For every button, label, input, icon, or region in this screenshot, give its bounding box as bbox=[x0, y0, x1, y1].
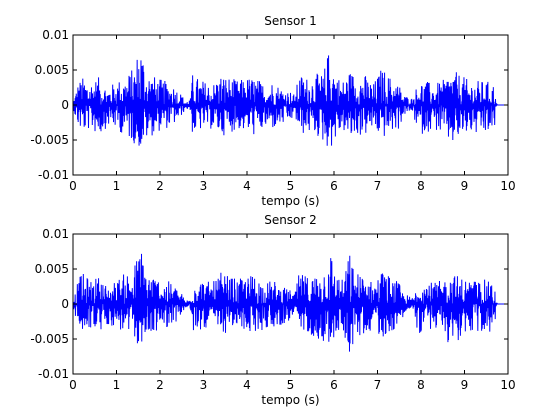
y-tick-label: 0.005 bbox=[35, 63, 69, 77]
x-tick-label: 2 bbox=[156, 179, 164, 193]
series-line-sensor-2 bbox=[73, 253, 508, 352]
y-tick-label: 0.01 bbox=[42, 227, 69, 241]
x-tick-label: 9 bbox=[461, 378, 469, 392]
x-tick-label: 7 bbox=[374, 179, 382, 193]
x-tick-label: 6 bbox=[330, 179, 338, 193]
x-tick-label: 1 bbox=[113, 179, 121, 193]
x-axis-label: tempo (s) bbox=[261, 194, 319, 208]
x-tick-label: 7 bbox=[374, 378, 382, 392]
y-tick-label: -0.01 bbox=[38, 168, 69, 182]
chart-2: 0 1 2 3 4 5 6 7 8 9 10 0.01 0.005 0 -0.005 -0.01 Sensor … bbox=[30, 213, 515, 407]
y-tick-label: -0.005 bbox=[30, 332, 69, 346]
y-tick-label: -0.005 bbox=[30, 133, 69, 147]
x-tick-label: 3 bbox=[200, 179, 208, 193]
x-tick-label: 8 bbox=[417, 179, 425, 193]
x-tick-label: 10 bbox=[500, 179, 515, 193]
x-tick-label: 4 bbox=[243, 179, 251, 193]
x-axis-label: tempo (s) bbox=[261, 393, 319, 407]
x-tick-label: 9 bbox=[461, 179, 469, 193]
y-tick-label: 0 bbox=[61, 98, 69, 112]
x-tick-label: 3 bbox=[200, 378, 208, 392]
series-line-sensor-1 bbox=[73, 55, 508, 146]
y-tick-label: -0.01 bbox=[38, 367, 69, 381]
chart-title: Sensor 1 bbox=[264, 14, 317, 28]
x-tick-label: 8 bbox=[417, 378, 425, 392]
x-tick-label: 1 bbox=[113, 378, 121, 392]
y-tick-label: 0.005 bbox=[35, 262, 69, 276]
chart-title: Sensor 2 bbox=[264, 213, 317, 227]
x-tick-label: 5 bbox=[287, 179, 295, 193]
y-tick-label: 0 bbox=[61, 297, 69, 311]
x-tick-label: 2 bbox=[156, 378, 164, 392]
x-tick-label: 5 bbox=[287, 378, 295, 392]
x-tick-label: 6 bbox=[330, 378, 338, 392]
y-tick-label: 0.01 bbox=[42, 28, 69, 42]
x-tick-label: 0 bbox=[69, 378, 77, 392]
x-tick-label: 4 bbox=[243, 378, 251, 392]
x-tick-label: 0 bbox=[69, 179, 77, 193]
x-tick-label: 10 bbox=[500, 378, 515, 392]
chart-1: 0 1 2 3 4 5 6 7 8 9 10 0.01 0.005 0 -0.005 -0.01 Sensor … bbox=[30, 14, 515, 208]
